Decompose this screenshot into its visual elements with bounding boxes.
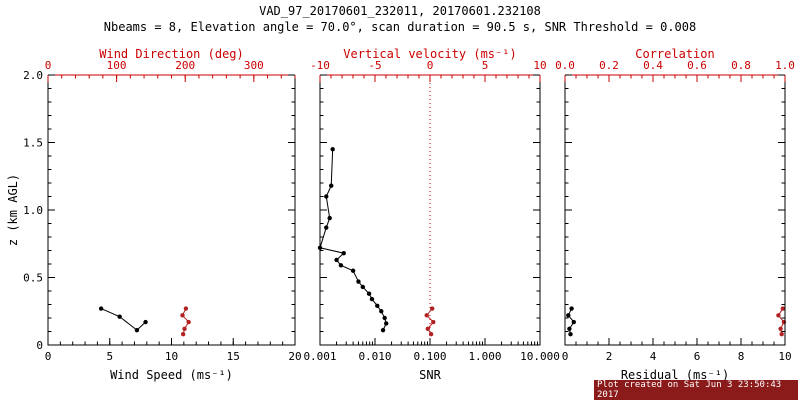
- svg-text:0: 0: [562, 350, 569, 363]
- svg-text:1.0: 1.0: [775, 59, 795, 72]
- svg-text:10: 10: [533, 59, 546, 72]
- snr-profile-point: [338, 263, 344, 268]
- snr-profile-point: [356, 279, 361, 284]
- svg-text:0.4: 0.4: [643, 59, 663, 72]
- svg-text:8: 8: [738, 350, 745, 363]
- wind-direction-point: [183, 306, 189, 311]
- wind-direction-point: [180, 313, 185, 318]
- snr-profile-point: [350, 268, 356, 273]
- snr-profile-point: [380, 327, 386, 333]
- residual-point: [569, 306, 574, 311]
- snr-profile-point: [379, 309, 384, 314]
- vertical-velocity-point: [430, 306, 435, 311]
- svg-text:0.8: 0.8: [731, 59, 751, 72]
- svg-text:1.0: 1.0: [23, 204, 43, 217]
- snr-profile-point: [369, 296, 375, 302]
- snr-profile-point: [324, 194, 329, 199]
- svg-text:0.6: 0.6: [687, 59, 707, 72]
- wind-speed-point: [117, 314, 122, 319]
- snr-profile-point: [327, 215, 332, 221]
- wind-speed-point: [134, 327, 140, 333]
- svg-text:300: 300: [244, 59, 264, 72]
- svg-text:5: 5: [106, 350, 113, 363]
- svg-text:-5: -5: [368, 59, 381, 72]
- svg-text:200: 200: [175, 59, 195, 72]
- plot-subtitle: Nbeams = 8, Elevation angle = 70.0°, sca…: [103, 20, 697, 34]
- svg-text:10: 10: [165, 350, 178, 363]
- correlation-point: [780, 306, 785, 311]
- panel-snr: 0.001 0.010 0.100 1.000 10.000 -10 -5 0 5 10: [303, 59, 559, 363]
- snr-axis-title: SNR: [419, 368, 441, 382]
- creation-timestamp: Plot created on Sat Jun 3 23:50:43 2017: [594, 380, 798, 400]
- residual-point: [566, 313, 571, 318]
- snr-profile-point: [382, 315, 387, 321]
- vertical-velocity-point: [428, 332, 434, 337]
- svg-text:5: 5: [482, 59, 489, 72]
- plot-title: VAD_97_20170601_232011, 20170601.232108: [259, 4, 541, 18]
- svg-text:0.001: 0.001: [303, 350, 336, 363]
- vertical-velocity-point: [424, 313, 429, 318]
- svg-text:6: 6: [694, 350, 701, 363]
- svg-text:2: 2: [606, 350, 613, 363]
- svg-text:0: 0: [45, 59, 52, 72]
- wind-direction-point: [186, 319, 191, 325]
- svg-text:4: 4: [650, 350, 657, 363]
- svg-text:1.000: 1.000: [468, 350, 501, 363]
- svg-text:10.000: 10.000: [520, 350, 560, 363]
- svg-text:20: 20: [288, 350, 301, 363]
- snr-profile-point: [341, 251, 346, 256]
- svg-text:0: 0: [427, 59, 434, 72]
- svg-text:15: 15: [227, 350, 240, 363]
- snr-profile-point: [329, 183, 334, 188]
- panel-residual: 0 2 4 6 8 10 0.0 0.2 0.4 0.6 0.8 1.0: [555, 59, 795, 363]
- snr-profile-point: [334, 257, 339, 263]
- svg-text:0: 0: [36, 339, 43, 352]
- wind-direction-point: [180, 332, 186, 337]
- snr-profile-point: [375, 303, 380, 309]
- wind-direction-axis-title: Wind Direction (deg): [99, 47, 244, 61]
- svg-text:10: 10: [778, 350, 791, 363]
- snr-profile-point: [324, 225, 329, 230]
- svg-text:0.5: 0.5: [23, 272, 43, 285]
- wind-speed-point: [143, 319, 148, 325]
- correlation-axis-title: Correlation: [635, 47, 715, 61]
- snr-profile-line: [319, 149, 387, 331]
- snr-profile-point: [330, 147, 335, 152]
- correlation-point: [779, 332, 784, 337]
- svg-text:0.010: 0.010: [358, 350, 391, 363]
- svg-text:2.0: 2.0: [23, 69, 43, 82]
- svg-text:-10: -10: [310, 59, 330, 72]
- wind-speed-point: [98, 306, 104, 311]
- svg-text:1.5: 1.5: [23, 137, 43, 150]
- vertical-velocity-point: [425, 326, 430, 331]
- svg-text:100: 100: [107, 59, 127, 72]
- snr-profile-point: [366, 291, 372, 296]
- svg-text:0.2: 0.2: [599, 59, 619, 72]
- correlation-point: [776, 313, 781, 318]
- residual-point: [567, 326, 572, 331]
- wind-speed-line: [100, 308, 146, 331]
- residual-point: [568, 332, 573, 337]
- vertical-velocity-axis-title: Vertical velocity (ms⁻¹): [343, 47, 517, 61]
- residual-axis-title: Residual (ms⁻¹): [620, 368, 730, 382]
- vertical-velocity-point: [431, 319, 436, 325]
- wind-speed-axis-title: Wind Speed (ms⁻¹): [110, 368, 233, 382]
- snr-profile-point: [384, 321, 389, 326]
- wind-direction-point: [182, 326, 187, 331]
- svg-text:0: 0: [45, 350, 52, 363]
- correlation-point: [778, 326, 783, 331]
- svg-text:0.0: 0.0: [555, 59, 575, 72]
- residual-point: [571, 319, 576, 325]
- snr-profile-point: [360, 284, 365, 290]
- svg-text:0.100: 0.100: [413, 350, 446, 363]
